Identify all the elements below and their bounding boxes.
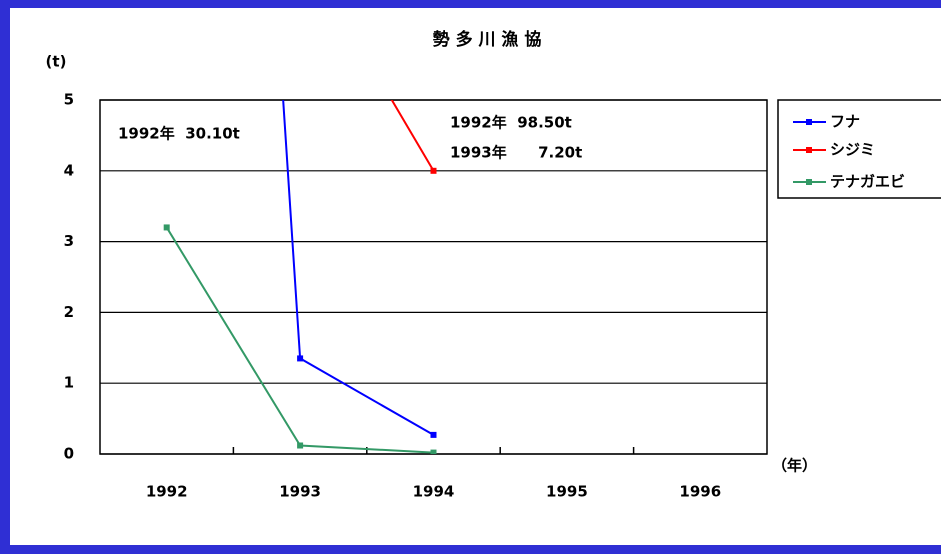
x-tick-label: 1994 — [413, 483, 455, 501]
annotation: 1992年 30.10t — [118, 125, 240, 143]
y-tick-label: 5 — [64, 91, 74, 109]
x-tick-label: 1992 — [146, 483, 188, 501]
legend-label: テナガエビ — [830, 173, 905, 191]
y-axis-label: (t) — [46, 53, 67, 71]
legend-label: シジミ — [830, 141, 875, 159]
plot-clip — [163, 100, 437, 454]
y-tick-label: 4 — [64, 161, 74, 179]
point — [430, 431, 437, 438]
point — [297, 355, 304, 362]
y-tick-label: 1 — [64, 374, 74, 392]
chart-title: 勢 多 川 漁 協 — [433, 29, 542, 50]
panel — [10, 8, 941, 545]
x-tick-label: 1993 — [279, 483, 321, 501]
point — [430, 449, 437, 454]
legend-marker — [806, 147, 812, 153]
legend-marker — [806, 179, 812, 185]
x-tick-label: 1996 — [679, 483, 721, 501]
y-tick-label: 3 — [64, 232, 74, 250]
annotation: 1993年 7.20t — [450, 144, 582, 162]
point — [163, 224, 170, 231]
x-axis-label: （年） — [772, 457, 817, 475]
annotation: 1992年 98.50t — [450, 114, 572, 132]
x-tick-label: 1995 — [546, 483, 588, 501]
legend-marker — [806, 119, 812, 125]
legend-label: フナ — [830, 113, 860, 131]
point — [297, 442, 304, 449]
y-tick-label: 2 — [64, 303, 74, 321]
y-tick-label: 0 — [64, 445, 74, 463]
point — [430, 167, 437, 174]
